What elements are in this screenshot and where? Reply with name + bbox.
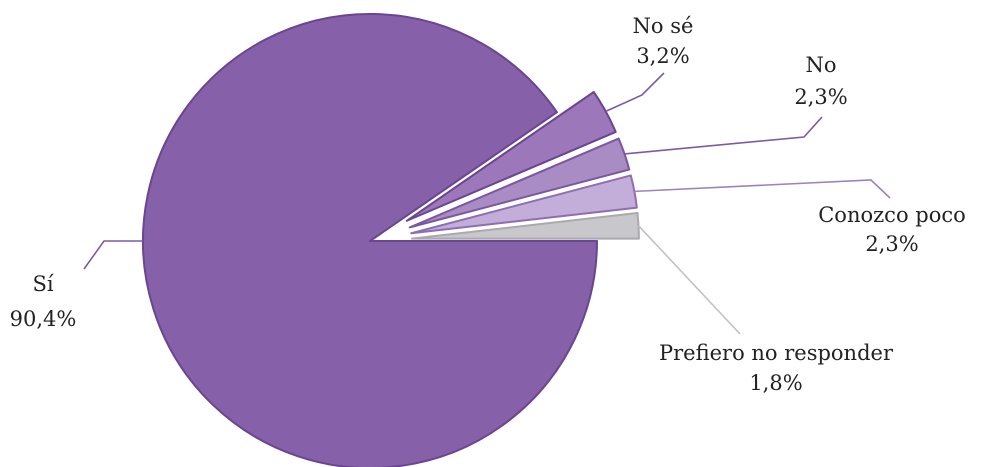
label-prefiero-value: 1,8% [749,371,802,395]
leader-line-prefiero-no-responder [638,225,741,335]
label-no-se-name: No sé [633,14,694,38]
slice-conozco-poco [410,174,638,235]
label-no-se-value: 3,2% [636,44,689,68]
leader-line-no [624,116,823,155]
labels-group: Sí 90,4% No sé 3,2% No 2,3% Conozco poco… [10,14,966,395]
label-conozco-poco-value: 2,3% [865,232,918,256]
slice-si [142,13,598,467]
slice-prefiero-no-responder [410,212,640,240]
slices-group [142,13,640,467]
label-si-value: 90,4% [10,307,77,331]
label-si-name: Sí [32,272,53,296]
label-conozco-poco-name: Conozco poco [818,203,966,227]
leader-line-no-se [605,72,665,113]
label-prefiero-name: Prefiero no responder [659,341,894,365]
label-no-value: 2,3% [794,85,847,109]
label-no-name: No [805,53,836,77]
leader-line-si [83,240,143,270]
leader-line-conozco-poco [634,179,891,199]
leader-lines-group [83,72,891,335]
